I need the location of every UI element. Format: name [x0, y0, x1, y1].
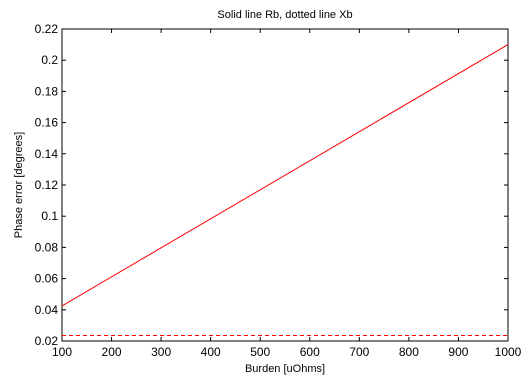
- y-tick-label: 0.16: [35, 116, 59, 130]
- series-layer: [61, 44, 509, 337]
- x-tick-label: 100: [52, 345, 72, 359]
- y-tick-label: 0.04: [35, 303, 59, 317]
- x-tick-label: 300: [151, 345, 171, 359]
- x-tick-label: 600: [300, 345, 320, 359]
- y-tick-label: 0.02: [35, 334, 59, 348]
- y-tick-label: 0.14: [35, 147, 59, 161]
- chart-title: Solid line Rb, dotted line Xb: [217, 9, 352, 21]
- x-axis-label: Burden [uOhms]: [245, 363, 325, 375]
- y-axis-label: Phase error [degrees]: [13, 132, 25, 238]
- x-tick-label: 400: [201, 345, 221, 359]
- plot-frame: [61, 28, 509, 342]
- x-tick-label: 900: [448, 345, 468, 359]
- x-axis-ticks: 100 200 300 400 500 600 700 800 900 1000: [52, 29, 522, 359]
- y-tick-label: 0.2: [41, 53, 58, 67]
- x-tick-label: 700: [349, 345, 369, 359]
- plot-area-group: [61, 28, 509, 342]
- rb-solid-series-line: [61, 44, 509, 307]
- y-tick-label: 0.1: [41, 209, 58, 223]
- y-tick-label: 0.06: [35, 272, 59, 286]
- x-tick-label: 1000: [495, 345, 522, 359]
- x-tick-label: 500: [250, 345, 270, 359]
- y-axis-ticks: 0.02 0.04 0.06 0.08 0.1 0.12 0.14 0.16 0.18 0.2 0.…: [35, 22, 508, 348]
- y-tick-label: 0.12: [35, 178, 59, 192]
- y-tick-label: 0.08: [35, 240, 59, 254]
- y-tick-label: 0.18: [35, 84, 59, 98]
- x-tick-label: 800: [399, 345, 419, 359]
- y-tick-label: 0.22: [35, 22, 59, 36]
- x-tick-label: 200: [102, 345, 122, 359]
